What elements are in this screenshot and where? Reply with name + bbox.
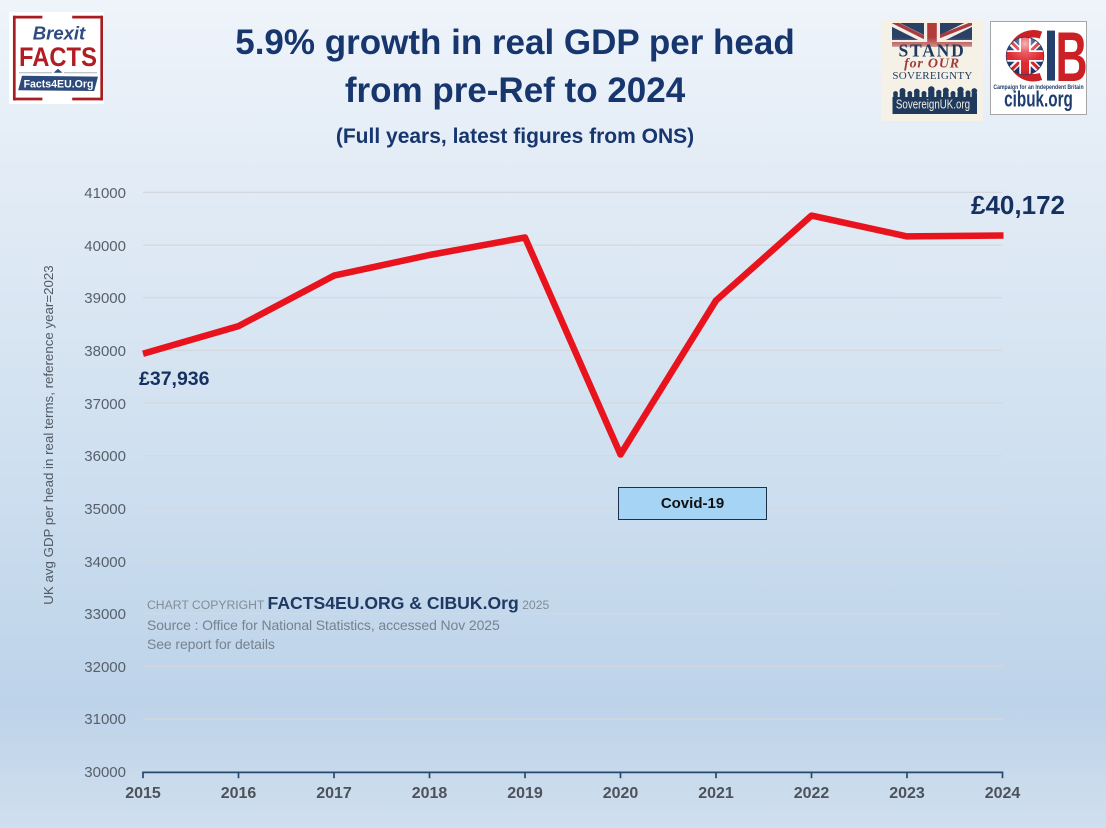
svg-text:SOVEREIGNTY: SOVEREIGNTY — [892, 70, 972, 82]
svg-text:B: B — [1056, 22, 1087, 97]
svg-text:SovereignUK.org: SovereignUK.org — [896, 98, 970, 111]
svg-text:Facts4EU.Org: Facts4EU.Org — [24, 78, 94, 90]
svg-text:STAND: STAND — [898, 41, 965, 61]
svg-text:for OUR: for OUR — [904, 57, 960, 72]
svg-text:cibuk.org: cibuk.org — [1004, 88, 1073, 113]
svg-text:Brexit: Brexit — [33, 23, 86, 44]
svg-text:Campaign for an Independent Br: Campaign for an Independent Britain — [993, 84, 1084, 91]
svg-text:FACTS: FACTS — [19, 43, 97, 73]
